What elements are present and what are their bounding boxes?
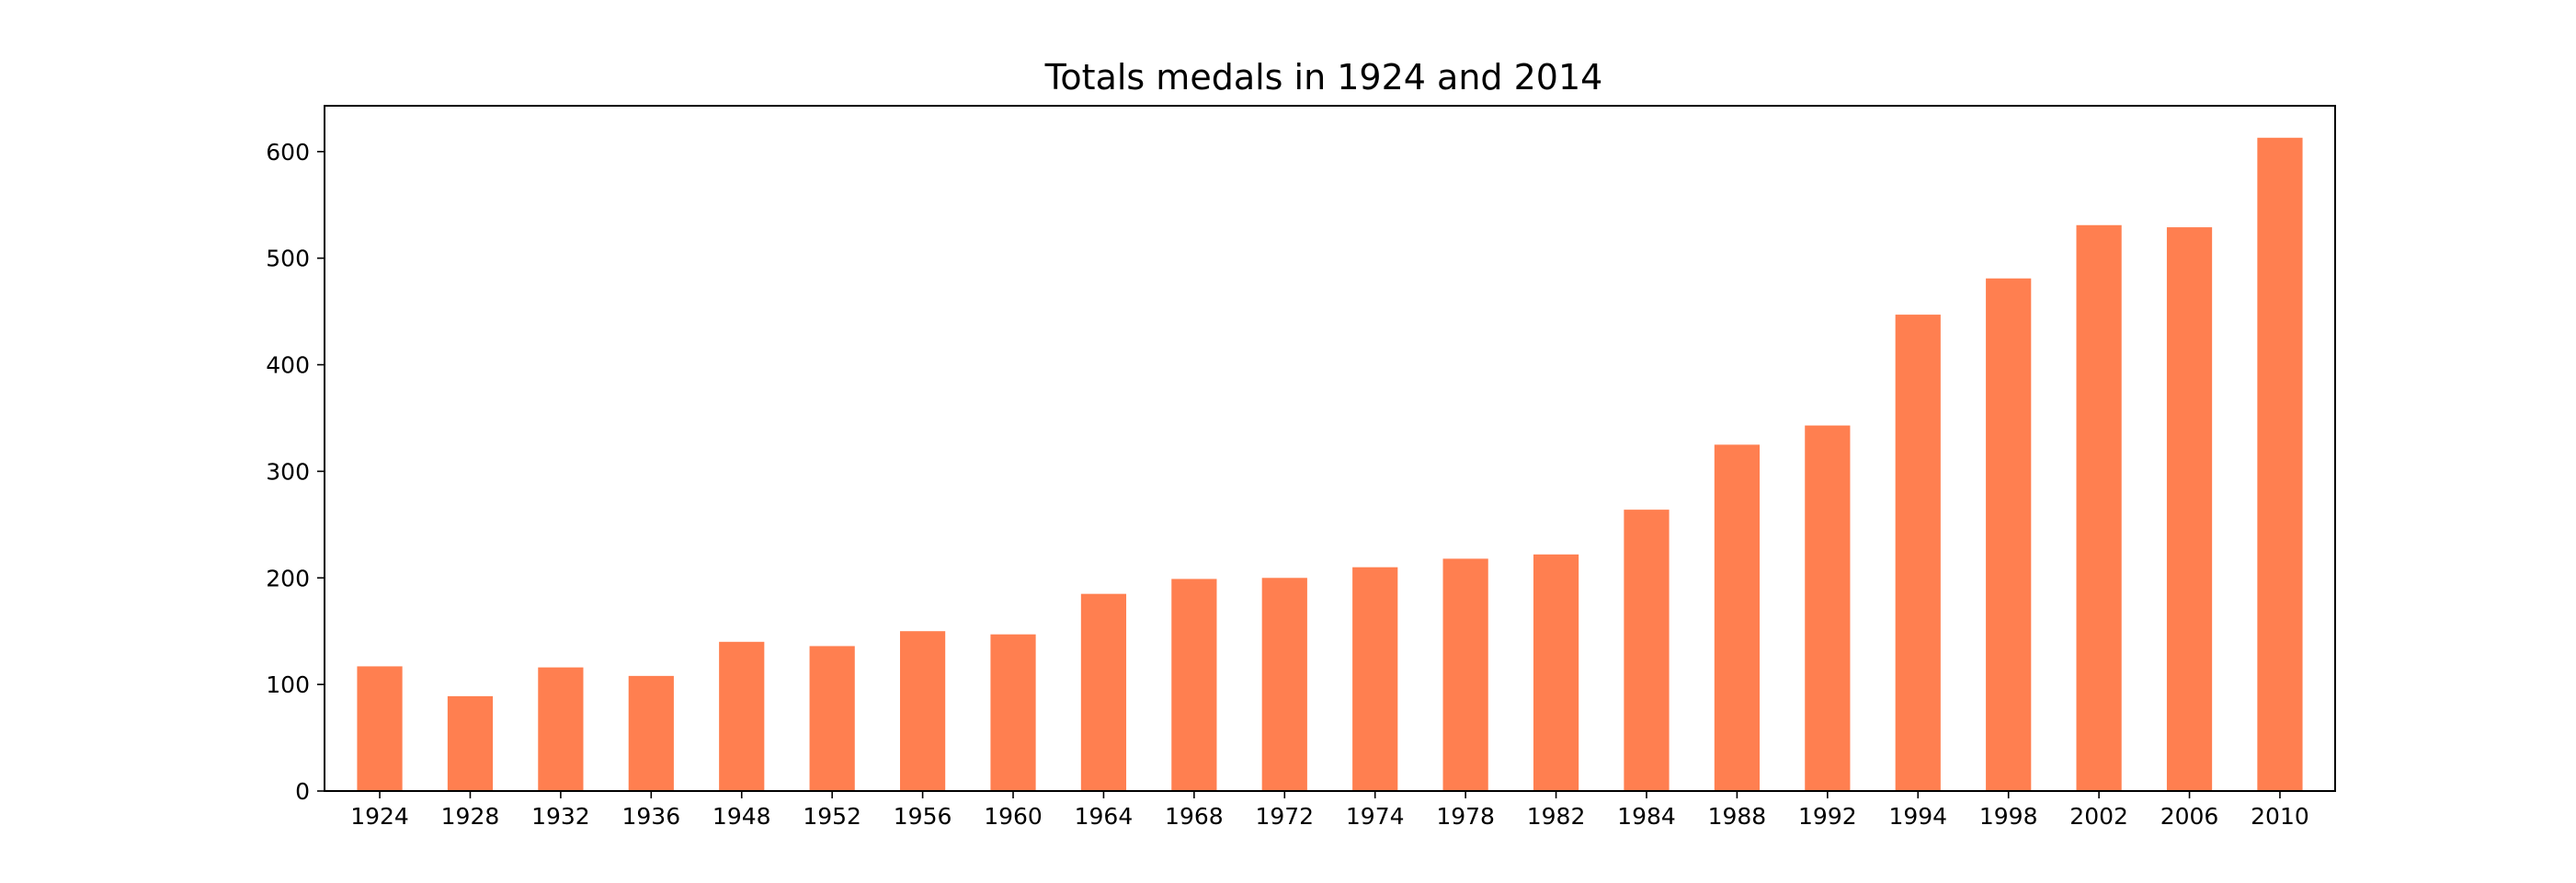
y-tick-label: 300 (266, 458, 310, 485)
bar-2002 (2076, 224, 2122, 791)
bar-1988 (1714, 444, 1761, 791)
x-tick-label: 1998 (1979, 803, 2038, 830)
y-tick-label: 200 (266, 565, 310, 591)
x-tick-label: 1932 (531, 803, 590, 830)
x-tick-label: 2002 (2069, 803, 2128, 830)
bar-1994 (1895, 315, 1941, 792)
x-tick-label: 1960 (984, 803, 1043, 830)
x-tick-label: 1984 (1617, 803, 1676, 830)
x-tick-label: 1924 (350, 803, 409, 830)
x-tick-label: 1974 (1346, 803, 1405, 830)
bar-1984 (1624, 510, 1670, 791)
x-tick-label: 1992 (1798, 803, 1857, 830)
bar-1960 (990, 634, 1036, 791)
bar-2010 (2257, 137, 2303, 791)
bars-group (357, 137, 2303, 792)
y-tick-label: 500 (266, 246, 310, 272)
x-tick-label: 1964 (1075, 803, 1134, 830)
bar-2006 (2166, 227, 2213, 791)
x-tick-label: 1956 (894, 803, 952, 830)
y-axis: 0 100 200 300 400 500 600 (266, 139, 325, 805)
x-tick-label: 1994 (1888, 803, 1947, 830)
y-tick-label: 600 (266, 139, 310, 166)
x-tick-label: 1936 (621, 803, 680, 830)
bar-1992 (1805, 425, 1851, 791)
x-tick-label: 1978 (1436, 803, 1495, 830)
x-tick-label: 1968 (1165, 803, 1224, 830)
x-tick-label: 1988 (1708, 803, 1767, 830)
bar-1936 (628, 675, 674, 791)
bar-1932 (538, 667, 584, 791)
x-tick-label: 1928 (441, 803, 500, 830)
plot-frame (324, 105, 2336, 792)
x-tick-label: 1948 (712, 803, 771, 830)
y-tick-label: 400 (266, 352, 310, 379)
y-tick-label: 100 (266, 671, 310, 698)
bar-1928 (447, 695, 494, 791)
bar-1978 (1442, 558, 1488, 791)
bar-1982 (1533, 554, 1579, 791)
bar-1998 (1986, 278, 2032, 791)
bar-1974 (1352, 567, 1398, 791)
bar-1956 (899, 631, 946, 791)
chart-title: Totals medals in 1924 and 2014 (1044, 57, 1603, 97)
bar-1972 (1261, 578, 1307, 791)
bar-1924 (357, 666, 403, 791)
x-tick-label: 1972 (1255, 803, 1314, 830)
bar-1952 (809, 646, 855, 791)
x-axis: 1924 1928 1932 1936 1948 1952 1956 1960 1964 1968… (350, 791, 2309, 830)
x-tick-label: 2010 (2251, 803, 2309, 830)
y-tick-label: 0 (295, 778, 310, 805)
bar-1948 (719, 641, 765, 791)
x-tick-label: 1952 (803, 803, 861, 830)
bar-1968 (1171, 579, 1217, 791)
x-tick-label: 2006 (2160, 803, 2219, 830)
bar-1964 (1080, 593, 1127, 791)
x-tick-label: 1982 (1527, 803, 1586, 830)
